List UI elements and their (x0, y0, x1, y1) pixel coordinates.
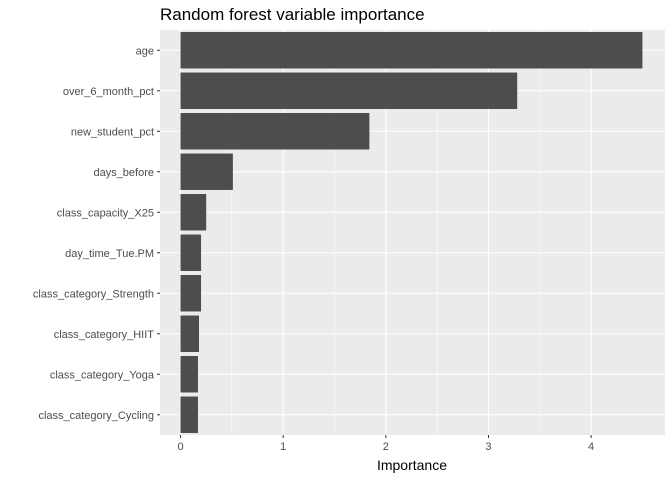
bar-day_time_Tue.PM (180, 234, 202, 271)
x-axis-label: Importance (377, 457, 447, 473)
bar-age (180, 32, 643, 69)
bar-class_capacity_X25 (180, 194, 207, 231)
bar-new_student_pct (180, 113, 370, 150)
bar-class_category_Cycling (180, 396, 198, 433)
y-axis-ticks: age over_6_month_pct new_student_pct days_b… (33, 45, 160, 422)
y-tick-label: class_category_Cycling (38, 410, 154, 422)
y-tick-label: class_category_Strength (33, 288, 154, 300)
y-tick-label: over_6_month_pct (63, 86, 154, 98)
y-tick-label: new_student_pct (71, 126, 154, 138)
y-tick-label: days_before (93, 167, 154, 179)
bar-over_6_month_pct (180, 72, 518, 109)
bar-class_category_Yoga (180, 356, 198, 393)
x-tick-label: 0 (177, 441, 183, 453)
y-tick-label: age (136, 45, 154, 57)
bar-days_before (180, 153, 233, 190)
bar-class_category_Strength (180, 275, 202, 312)
chart-title: Random forest variable importance (160, 5, 425, 24)
bars (180, 32, 643, 433)
x-tick-label: 1 (280, 441, 286, 453)
y-tick-label: class_capacity_X25 (57, 207, 154, 219)
x-tick-label: 4 (588, 441, 594, 453)
bar-class_category_HIIT (180, 315, 200, 352)
x-axis-ticks: 0 1 2 3 4 (177, 435, 594, 453)
y-tick-label: day_time_Tue.PM (65, 248, 154, 260)
y-tick-label: class_category_Yoga (50, 369, 155, 381)
y-tick-label: class_category_HIIT (54, 329, 155, 341)
x-tick-label: 2 (383, 441, 389, 453)
x-tick-label: 3 (485, 441, 491, 453)
